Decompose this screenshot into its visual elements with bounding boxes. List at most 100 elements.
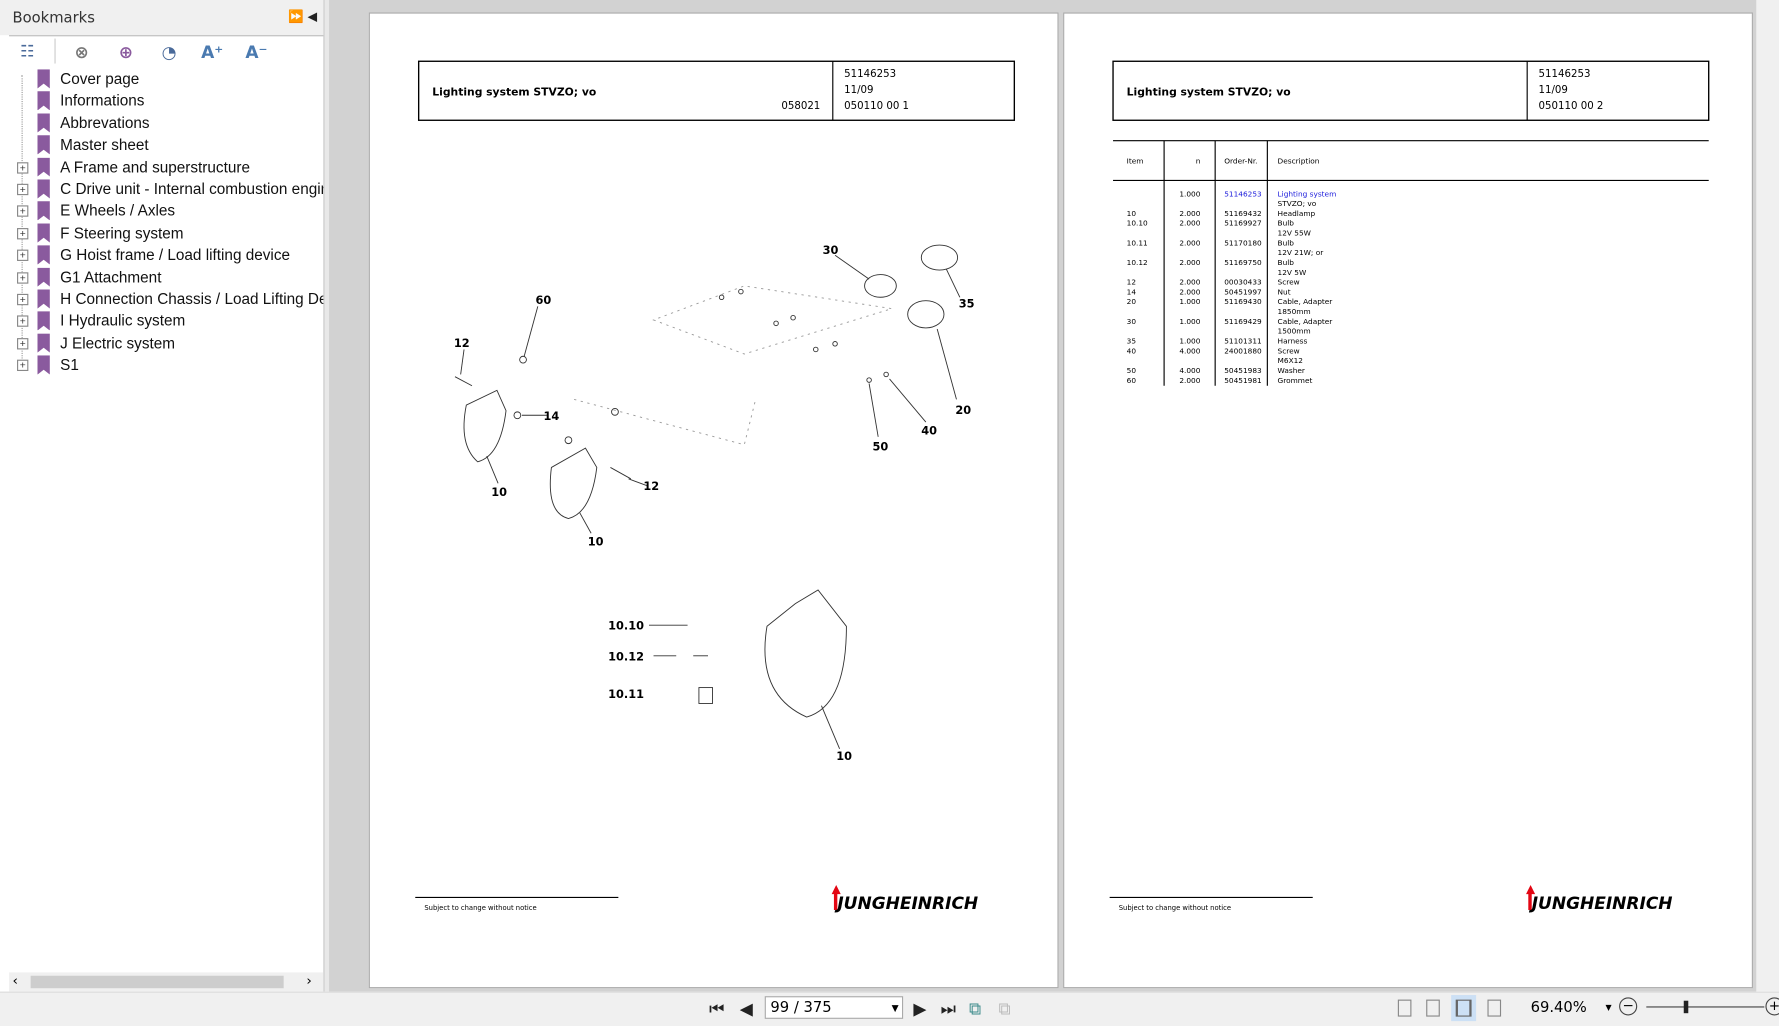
bookmark-item[interactable]: + A Frame and superstructure xyxy=(9,157,323,179)
pdf-page-left: Lighting system STVZO; vo 058021 5114625… xyxy=(368,12,1059,989)
previous-view-icon[interactable]: ⧉ xyxy=(968,998,982,1019)
bookmark-icon xyxy=(37,157,50,177)
cell-item: 60 xyxy=(1127,376,1137,385)
cell-item: 35 xyxy=(1127,337,1137,346)
cell-item: 10.12 xyxy=(1127,258,1148,267)
bookmark-label: Abbrevations xyxy=(60,114,150,132)
cell-description: Harness xyxy=(1278,337,1308,346)
table-row: 60 2.000 50451981 Grommet xyxy=(1127,376,1313,385)
bookmark-item[interactable]: + F Steering system xyxy=(9,223,323,245)
expand-icon[interactable]: + xyxy=(17,271,29,284)
expand-icon[interactable]: + xyxy=(17,205,29,218)
expand-icon[interactable]: + xyxy=(17,249,29,262)
reduce-text-icon[interactable]: A⁻ xyxy=(245,41,268,63)
cell-description: 12V 5W xyxy=(1278,268,1307,277)
page-number-input[interactable]: 99 / 375 ▼ xyxy=(764,996,904,1019)
two-page-view-button[interactable] xyxy=(1451,995,1477,1022)
bookmark-item[interactable]: + G1 Attachment xyxy=(9,267,323,289)
expand-icon[interactable]: + xyxy=(17,227,29,240)
toolbar-divider xyxy=(54,38,56,64)
cell-item: 10.11 xyxy=(1127,238,1148,247)
cell-order-number: 24001880 xyxy=(1224,346,1262,355)
callout: 20 xyxy=(955,403,971,417)
zoom-slider-thumb[interactable] xyxy=(1683,1000,1689,1014)
cell-description: 12V 21W; or xyxy=(1278,248,1325,257)
vertical-scrollbar[interactable] xyxy=(1756,0,1779,992)
expand-panel-icon[interactable]: ⏩ xyxy=(288,9,304,24)
cable-coil-drawing xyxy=(864,274,897,298)
zoom-dropdown-icon[interactable]: ▼ xyxy=(1605,1002,1612,1013)
continuous-view-icon[interactable] xyxy=(1426,999,1440,1017)
previous-page-icon[interactable]: ◀ xyxy=(739,998,753,1019)
logo-text: JUNGHEINRICH xyxy=(1529,894,1673,914)
cell-item: 12 xyxy=(1127,278,1136,287)
bookmark-item[interactable]: + I Hydraulic system xyxy=(9,311,323,333)
bookmark-item[interactable]: Master sheet xyxy=(9,135,323,157)
two-page-continuous-view-icon[interactable] xyxy=(1487,999,1502,1017)
table-row: 12 2.000 00030433 Screw xyxy=(1127,278,1300,287)
cell-description: Cable, Adapter xyxy=(1278,317,1334,326)
cell-order-number: 51169429 xyxy=(1224,317,1262,326)
zoom-slider[interactable] xyxy=(1646,1000,1765,1014)
bookmark-item[interactable]: Cover page xyxy=(9,69,323,91)
add-bookmark-icon[interactable]: ⊕ xyxy=(118,41,134,63)
scroll-right-icon[interactable]: › xyxy=(306,972,312,989)
bookmark-options-icon[interactable]: ☷ xyxy=(20,43,35,62)
expand-icon[interactable]: + xyxy=(17,183,29,196)
horizontal-scrollbar[interactable]: ‹ › xyxy=(9,972,324,992)
zoom-in-icon[interactable]: + xyxy=(1765,997,1779,1016)
bookmark-item[interactable]: Abbrevations xyxy=(9,113,323,135)
cell-order-number: 00030433 xyxy=(1224,278,1262,287)
expand-icon[interactable]: + xyxy=(17,293,29,306)
scroll-thumb[interactable] xyxy=(30,975,284,989)
expand-icon[interactable]: + xyxy=(17,315,29,328)
cell-quantity: 4.000 xyxy=(1179,366,1200,375)
expand-icon[interactable]: + xyxy=(17,161,29,174)
headlamp-drawing xyxy=(463,389,507,463)
table-row: 14 2.000 50451997 Nut xyxy=(1127,287,1291,296)
next-view-icon[interactable]: ⧉ xyxy=(998,998,1011,1019)
date: 11/09 xyxy=(844,85,873,96)
header-box: Lighting system STVZO; vo 058021 5114625… xyxy=(417,60,1016,121)
page-dropdown-icon[interactable]: ▼ xyxy=(891,1002,899,1014)
tree-guide-line xyxy=(21,74,23,370)
enlarge-text-icon[interactable]: A⁺ xyxy=(201,41,224,63)
callout: 40 xyxy=(921,424,937,438)
bookmark-item[interactable]: + E Wheels / Axles xyxy=(9,201,323,223)
panel-splitter[interactable] xyxy=(324,0,330,992)
bookmark-item[interactable]: + H Connection Chassis / Load Lifting Dev… xyxy=(9,289,323,311)
next-page-icon[interactable]: ▶ xyxy=(913,998,927,1019)
bookmark-icon xyxy=(37,289,50,309)
bookmarks-title: Bookmarks xyxy=(12,10,95,28)
cell-order-number[interactable]: 51146253 xyxy=(1224,189,1262,198)
cell-order-number: 51169927 xyxy=(1224,219,1262,228)
cell-item: 14 xyxy=(1127,287,1137,296)
bookmark-item[interactable]: + J Electric system xyxy=(9,333,323,355)
expand-icon[interactable]: + xyxy=(17,359,29,372)
bookmark-icon xyxy=(37,223,50,243)
bookmark-item[interactable]: + C Drive unit - Internal combustion engi… xyxy=(9,179,323,201)
callout: 50 xyxy=(873,439,889,453)
zoom-value[interactable]: 69.40% xyxy=(1530,999,1587,1017)
expand-icon[interactable]: + xyxy=(17,337,29,350)
scroll-left-icon[interactable]: ‹ xyxy=(12,972,18,989)
bookmarks-header: Bookmarks ⏩ ◀ xyxy=(0,0,324,36)
collapse-panel-icon[interactable]: ◀ xyxy=(307,9,318,24)
bookmark-item[interactable]: + G Hoist frame / Load lifting device xyxy=(9,245,323,267)
bookmark-item[interactable]: + S1 xyxy=(9,355,323,377)
cell-quantity: 2.000 xyxy=(1179,219,1200,228)
delete-bookmark-icon[interactable]: ⊗ xyxy=(74,41,89,63)
bookmark-item[interactable]: Informations xyxy=(9,91,323,113)
bookmark-search-icon[interactable]: ◔ xyxy=(161,41,177,63)
cell-description: Headlamp xyxy=(1278,209,1316,218)
cell-description: Bulb xyxy=(1278,219,1295,228)
first-page-icon[interactable]: ⏮ xyxy=(709,998,725,1019)
callout: 12 xyxy=(454,336,470,350)
jungheinrich-logo: JUNGHEINRICH xyxy=(831,884,978,914)
cell-order-number: 51169750 xyxy=(1224,258,1262,267)
single-page-view-icon[interactable] xyxy=(1397,999,1412,1017)
cell-description[interactable]: Lighting system xyxy=(1278,189,1337,198)
zoom-out-icon[interactable]: − xyxy=(1619,997,1638,1016)
last-page-icon[interactable]: ⏭ xyxy=(940,998,956,1019)
